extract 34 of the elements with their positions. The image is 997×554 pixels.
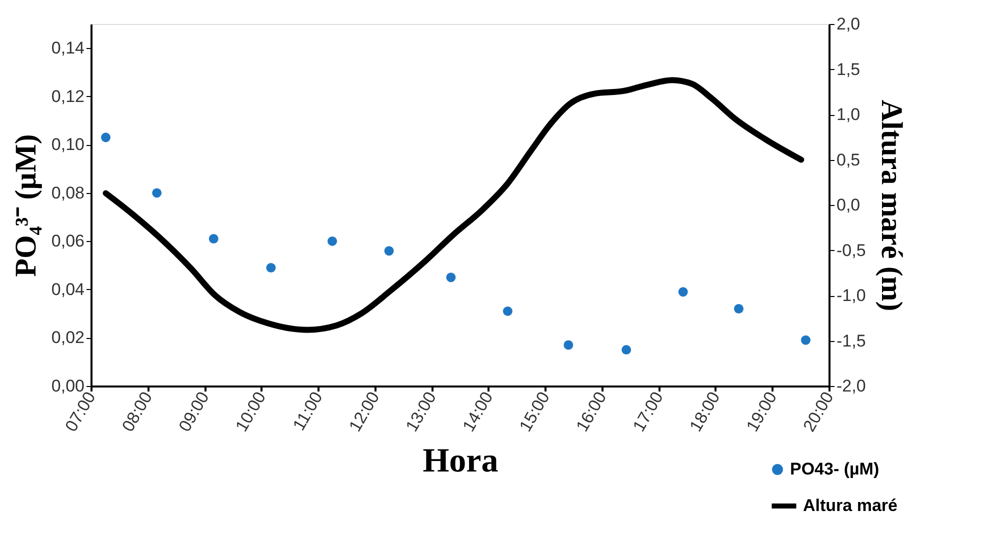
point xyxy=(800,335,810,345)
y2-tick-label: 0,0 xyxy=(836,196,860,214)
y-tick-label: 0,02 xyxy=(51,328,84,348)
y-tick-label: 0,12 xyxy=(51,86,84,106)
point xyxy=(152,188,162,198)
y-tick-label: 0,14 xyxy=(51,38,84,58)
point xyxy=(208,234,218,244)
legend-label: PO43- (µM) xyxy=(790,460,880,478)
x-axis-title: Hora xyxy=(422,442,498,480)
y-tick-label: 0,04 xyxy=(51,280,84,299)
y2-axis-title: Altura maré (m) xyxy=(874,100,908,312)
y2-tick-label: 2,0 xyxy=(836,14,860,34)
y2-tick-label: -2,0 xyxy=(836,376,866,396)
y2-tick-label: -1,0 xyxy=(836,286,866,305)
y-tick-label: 0,08 xyxy=(51,183,84,202)
legend-label: Altura maré xyxy=(803,496,898,515)
point xyxy=(678,287,688,297)
point xyxy=(266,263,276,272)
y-tick-label: 0,10 xyxy=(51,135,84,154)
point xyxy=(502,306,512,316)
point xyxy=(101,132,111,142)
y2-tick-label: -0,5 xyxy=(836,240,866,260)
y2-tick-label: 0,5 xyxy=(836,150,860,170)
point xyxy=(384,246,394,256)
point xyxy=(446,272,456,282)
y2-tick-label: 1,5 xyxy=(836,60,860,79)
y-tick-label: 0,06 xyxy=(51,232,84,251)
point xyxy=(622,345,632,355)
y2-tick-label: -1,5 xyxy=(836,331,866,350)
y-axis-title: PO₄³⁻ (µM) xyxy=(9,134,42,277)
point xyxy=(328,236,338,246)
point xyxy=(734,304,744,314)
point xyxy=(564,340,574,350)
y2-tick-label: 1,0 xyxy=(836,105,860,124)
